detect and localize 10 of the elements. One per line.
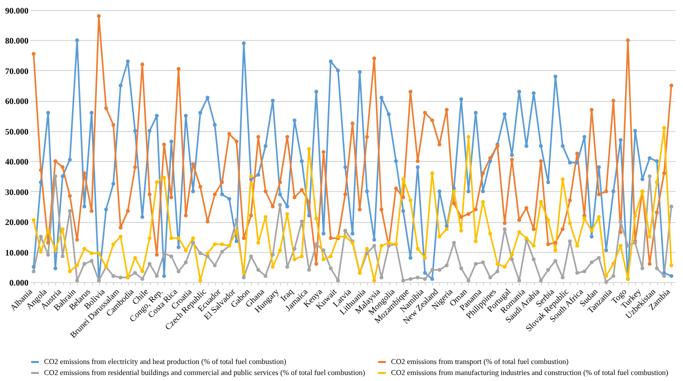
- y-tick-label: 30.000: [5, 186, 28, 197]
- y-tick-label: 80.000: [5, 36, 28, 46]
- y-tick-label: 60.000: [5, 96, 28, 106]
- y-tick-label: 0.000: [9, 278, 28, 288]
- y-tick-label: 90.000: [5, 6, 28, 16]
- y-tick-label: 50.000: [5, 126, 28, 136]
- y-tick-label: 70.000: [5, 66, 28, 76]
- y-tick-label: 10.000: [5, 247, 28, 258]
- y-tick-label: 40.000: [5, 156, 28, 167]
- y-tick-label: 20.000: [5, 217, 28, 228]
